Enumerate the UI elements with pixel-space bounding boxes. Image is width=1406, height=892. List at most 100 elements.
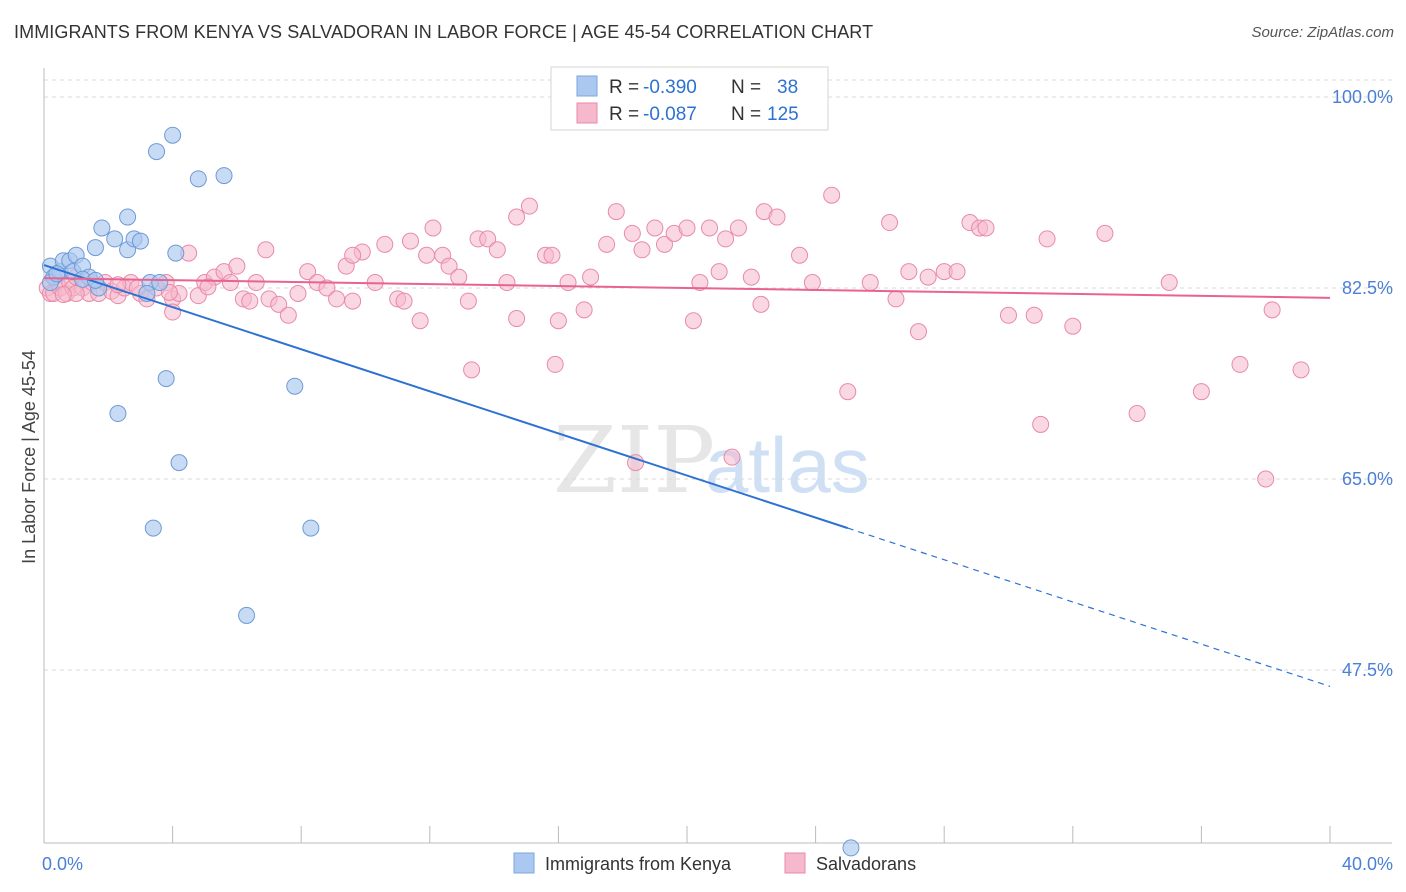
kenya-point — [119, 208, 137, 226]
salvadorans-point — [488, 241, 506, 259]
y-tick-label: 65.0% — [1342, 469, 1393, 489]
kenya-point — [144, 519, 162, 537]
kenya-point — [842, 839, 860, 857]
y-tick-label: 47.5% — [1342, 660, 1393, 680]
salvadorans-point — [344, 292, 362, 310]
salvadorans-point — [1257, 470, 1275, 488]
kenya-point — [215, 167, 233, 185]
legend-r-value-kenya: -0.390 — [643, 77, 697, 98]
salvadorans-point — [678, 219, 696, 237]
salvadorans-point — [376, 235, 394, 253]
salvadorans-point — [279, 306, 297, 324]
salvadorans-point — [328, 290, 346, 308]
salvadorans-point — [1096, 224, 1114, 242]
salvadorans-point — [1038, 230, 1056, 248]
salvadorans-point — [701, 219, 719, 237]
bottom-legend-salvadorans: Salvadorans — [816, 854, 916, 874]
trend-lines — [43, 264, 1331, 687]
x-tick-label: 0.0% — [42, 854, 83, 874]
salvadorans-point — [1000, 306, 1017, 324]
salvadorans-point — [729, 219, 747, 237]
salvadorans-point — [803, 274, 821, 292]
legend-n-label-salvadorans: N = — [731, 104, 761, 125]
salvadorans-point — [559, 274, 577, 292]
salvadorans-point — [402, 232, 420, 250]
legend-n-value-kenya: 38 — [777, 77, 798, 98]
kenya-point — [93, 219, 111, 237]
kenya-point — [86, 239, 104, 257]
source-label: Source: ZipAtlas.com — [1251, 24, 1394, 41]
bottom-legend-swatch-salvadorans — [784, 852, 806, 874]
salvadorans-point — [450, 268, 468, 286]
kenya-point — [148, 143, 166, 161]
salvadorans-points — [38, 186, 1310, 488]
kenya-point — [167, 244, 185, 262]
salvadorans-point — [344, 246, 362, 264]
kenya-point — [189, 170, 207, 188]
salvadorans-point — [1064, 317, 1082, 335]
kenya-point — [157, 370, 175, 388]
salvadorans-point — [199, 278, 217, 296]
salvadorans-point — [257, 241, 275, 259]
salvadorans-point — [623, 224, 641, 242]
salvadorans-point — [508, 310, 526, 328]
salvadorans-point — [881, 214, 899, 232]
salvadorans-point — [900, 263, 918, 281]
salvadorans-point — [549, 312, 567, 330]
legend-r-label-salvadorans: R = — [609, 104, 639, 125]
salvadorans-point — [508, 208, 526, 226]
legend-swatch-salvadorans — [576, 102, 598, 124]
salvadorans-point — [691, 274, 709, 292]
legend-n-label-kenya: N = — [731, 77, 761, 98]
salvadorans-point — [839, 383, 857, 401]
salvadorans-point — [627, 454, 645, 472]
salvadorans-point — [717, 230, 735, 248]
kenya-point — [131, 232, 149, 250]
salvadorans-point — [655, 235, 673, 253]
legend-r-label-kenya: R = — [609, 77, 639, 98]
salvadorans-point — [684, 312, 702, 330]
salvadorans-point — [395, 292, 413, 310]
salvadorans-point — [241, 292, 259, 310]
salvadorans-point — [919, 268, 937, 286]
salvadorans-point — [752, 295, 770, 313]
kenya-point — [151, 274, 169, 292]
tick-labels: 100.0% 82.5% 65.0% 47.5% 0.0% 40.0% — [42, 87, 1393, 874]
salvadorans-point — [598, 235, 616, 253]
salvadorans-point — [909, 323, 927, 341]
salvadorans-point — [289, 284, 307, 302]
salvadorans-point — [498, 274, 516, 292]
salvadorans-point — [440, 257, 458, 275]
salvadorans-trend-line — [43, 277, 1331, 299]
kenya-point — [286, 377, 304, 395]
kenya-point — [109, 405, 127, 423]
kenya-point — [170, 454, 188, 472]
salvadorans-point — [1032, 415, 1050, 433]
salvadorans-point — [768, 208, 786, 226]
salvadorans-point — [54, 286, 72, 304]
salvadorans-point — [1292, 361, 1310, 379]
y-axis-label: In Labor Force | Age 45-54 — [19, 350, 39, 564]
x-tick-label: 40.0% — [1342, 854, 1393, 874]
salvadorans-point — [463, 361, 481, 379]
kenya-point — [86, 271, 104, 289]
salvadorans-point — [575, 301, 593, 319]
correlation-legend: R = -0.390 N = 38 R = -0.087 N = 125 — [550, 66, 829, 131]
legend-swatch-kenya — [576, 75, 598, 97]
salvadorans-point — [1192, 383, 1210, 401]
series-legend: Immigrants from Kenya Salvadorans — [513, 852, 916, 874]
salvadorans-point — [228, 257, 246, 275]
salvadorans-point — [424, 219, 442, 237]
salvadorans-point — [520, 197, 538, 215]
salvadorans-point — [977, 219, 995, 237]
y-tick-label: 82.5% — [1342, 278, 1393, 298]
kenya-point — [302, 519, 320, 537]
salvadorans-point — [299, 263, 317, 281]
kenya-point — [238, 606, 256, 624]
kenya-point — [106, 230, 124, 248]
salvadorans-point — [270, 295, 288, 313]
salvadorans-point — [1231, 355, 1249, 373]
salvadorans-point — [948, 263, 966, 281]
salvadorans-point — [418, 246, 436, 264]
